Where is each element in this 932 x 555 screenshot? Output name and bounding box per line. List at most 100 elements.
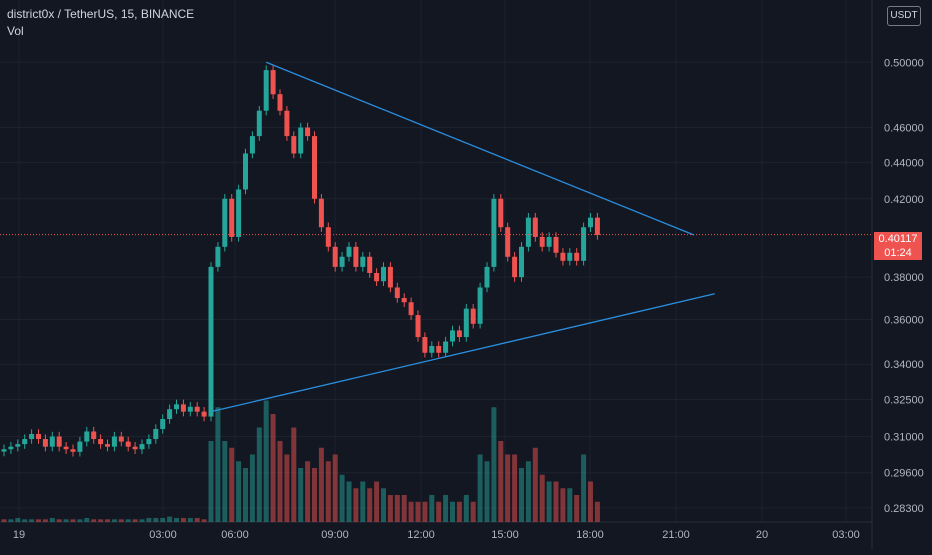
volume-bar <box>63 519 69 522</box>
quote-unit[interactable]: USDT <box>887 6 921 26</box>
candle-body <box>463 308 469 338</box>
volume-bar <box>180 517 186 522</box>
volume-bar <box>539 474 545 522</box>
volume-bar <box>56 519 62 522</box>
candle-body <box>346 246 352 257</box>
volume-bar <box>49 517 55 522</box>
candle-body <box>174 404 179 410</box>
candle-body <box>98 439 104 445</box>
candle-body <box>36 433 41 440</box>
candle-body <box>56 436 62 447</box>
candle-body <box>567 252 573 261</box>
volume-bar <box>36 519 41 522</box>
candle-body <box>153 428 159 440</box>
candle-body <box>436 345 442 353</box>
volume-bar <box>298 468 304 522</box>
candle-body <box>132 446 138 450</box>
countdown-tag: 01:24 <box>874 246 922 260</box>
x-tick-label: 19 <box>13 529 25 541</box>
volume-bar <box>98 519 104 522</box>
volume-bar <box>505 454 511 522</box>
volume-bar <box>187 517 193 522</box>
y-tick-label: 0.38000 <box>884 272 924 284</box>
candle-body <box>560 252 566 261</box>
volume-bar <box>22 519 28 522</box>
candle-body <box>84 431 90 442</box>
volume-bar <box>318 447 324 522</box>
candle-body <box>491 198 497 267</box>
candle-body <box>160 419 166 429</box>
candle-body <box>222 198 228 247</box>
candle-body <box>29 433 35 440</box>
candle-body <box>277 94 283 111</box>
candle-body <box>408 302 414 316</box>
volume-bar <box>594 501 600 522</box>
y-tick-label: 0.44000 <box>884 157 924 169</box>
y-tick-label: 0.28300 <box>884 503 924 515</box>
volume-bar <box>291 427 297 522</box>
volume-bar <box>567 488 573 522</box>
volume-bar <box>277 441 283 522</box>
volume-bar <box>332 454 338 522</box>
volume-bar <box>70 519 76 522</box>
candle-body <box>270 70 276 95</box>
volume-bar <box>546 481 552 522</box>
y-tick-label: 0.31000 <box>884 432 924 444</box>
candle-body <box>401 297 407 303</box>
candle-body <box>236 189 242 237</box>
candle-body <box>546 236 552 247</box>
candle-body <box>574 252 580 261</box>
volume-bar <box>84 517 90 522</box>
candle-body <box>1 449 7 452</box>
candle-body <box>243 153 248 190</box>
candle-body <box>450 330 455 342</box>
volume-bar <box>146 517 152 522</box>
volume-bar <box>325 461 331 522</box>
candle-body <box>15 444 21 447</box>
volume-bar <box>243 468 248 522</box>
volume-bar <box>174 517 179 522</box>
volume-bar <box>42 519 48 522</box>
volume-bar <box>436 501 442 522</box>
candle-body <box>387 266 393 288</box>
volume-bar <box>387 495 393 522</box>
x-tick-label: 21:00 <box>662 529 690 541</box>
candle-body <box>91 431 97 440</box>
candle-body <box>367 256 373 274</box>
candle-body <box>525 217 531 247</box>
volume-bar <box>463 495 469 522</box>
candle-body <box>512 256 518 278</box>
candle-body <box>422 337 428 353</box>
candle-body <box>505 227 511 257</box>
candle-body <box>42 439 48 447</box>
candle-body <box>125 441 131 447</box>
volume-bar <box>167 516 173 522</box>
y-tick-label: 0.29600 <box>884 468 924 480</box>
y-tick-label: 0.50000 <box>884 57 924 69</box>
candle-body <box>332 246 338 267</box>
volume-bar <box>588 481 593 522</box>
volume-bar <box>394 495 400 522</box>
trendline <box>265 61 695 236</box>
volume-bar <box>132 519 138 522</box>
volume-bar <box>443 495 449 522</box>
volume-bar <box>360 481 366 522</box>
x-tick-label: 18:00 <box>576 529 604 541</box>
candle-body <box>180 404 186 412</box>
volume-bar <box>574 495 580 522</box>
x-tick-label: 15:00 <box>491 529 519 541</box>
candle-body <box>394 287 400 298</box>
candle-body <box>201 411 207 417</box>
candle-body <box>456 330 462 338</box>
candle-body <box>477 287 483 324</box>
candle-body <box>105 444 110 447</box>
volume-bar <box>519 468 524 522</box>
volume-bar <box>470 501 476 522</box>
volume-bar <box>229 447 235 522</box>
volume-bar <box>525 461 531 522</box>
candle-body <box>484 266 490 288</box>
volume-bar <box>236 461 242 522</box>
candle-body <box>381 266 386 282</box>
